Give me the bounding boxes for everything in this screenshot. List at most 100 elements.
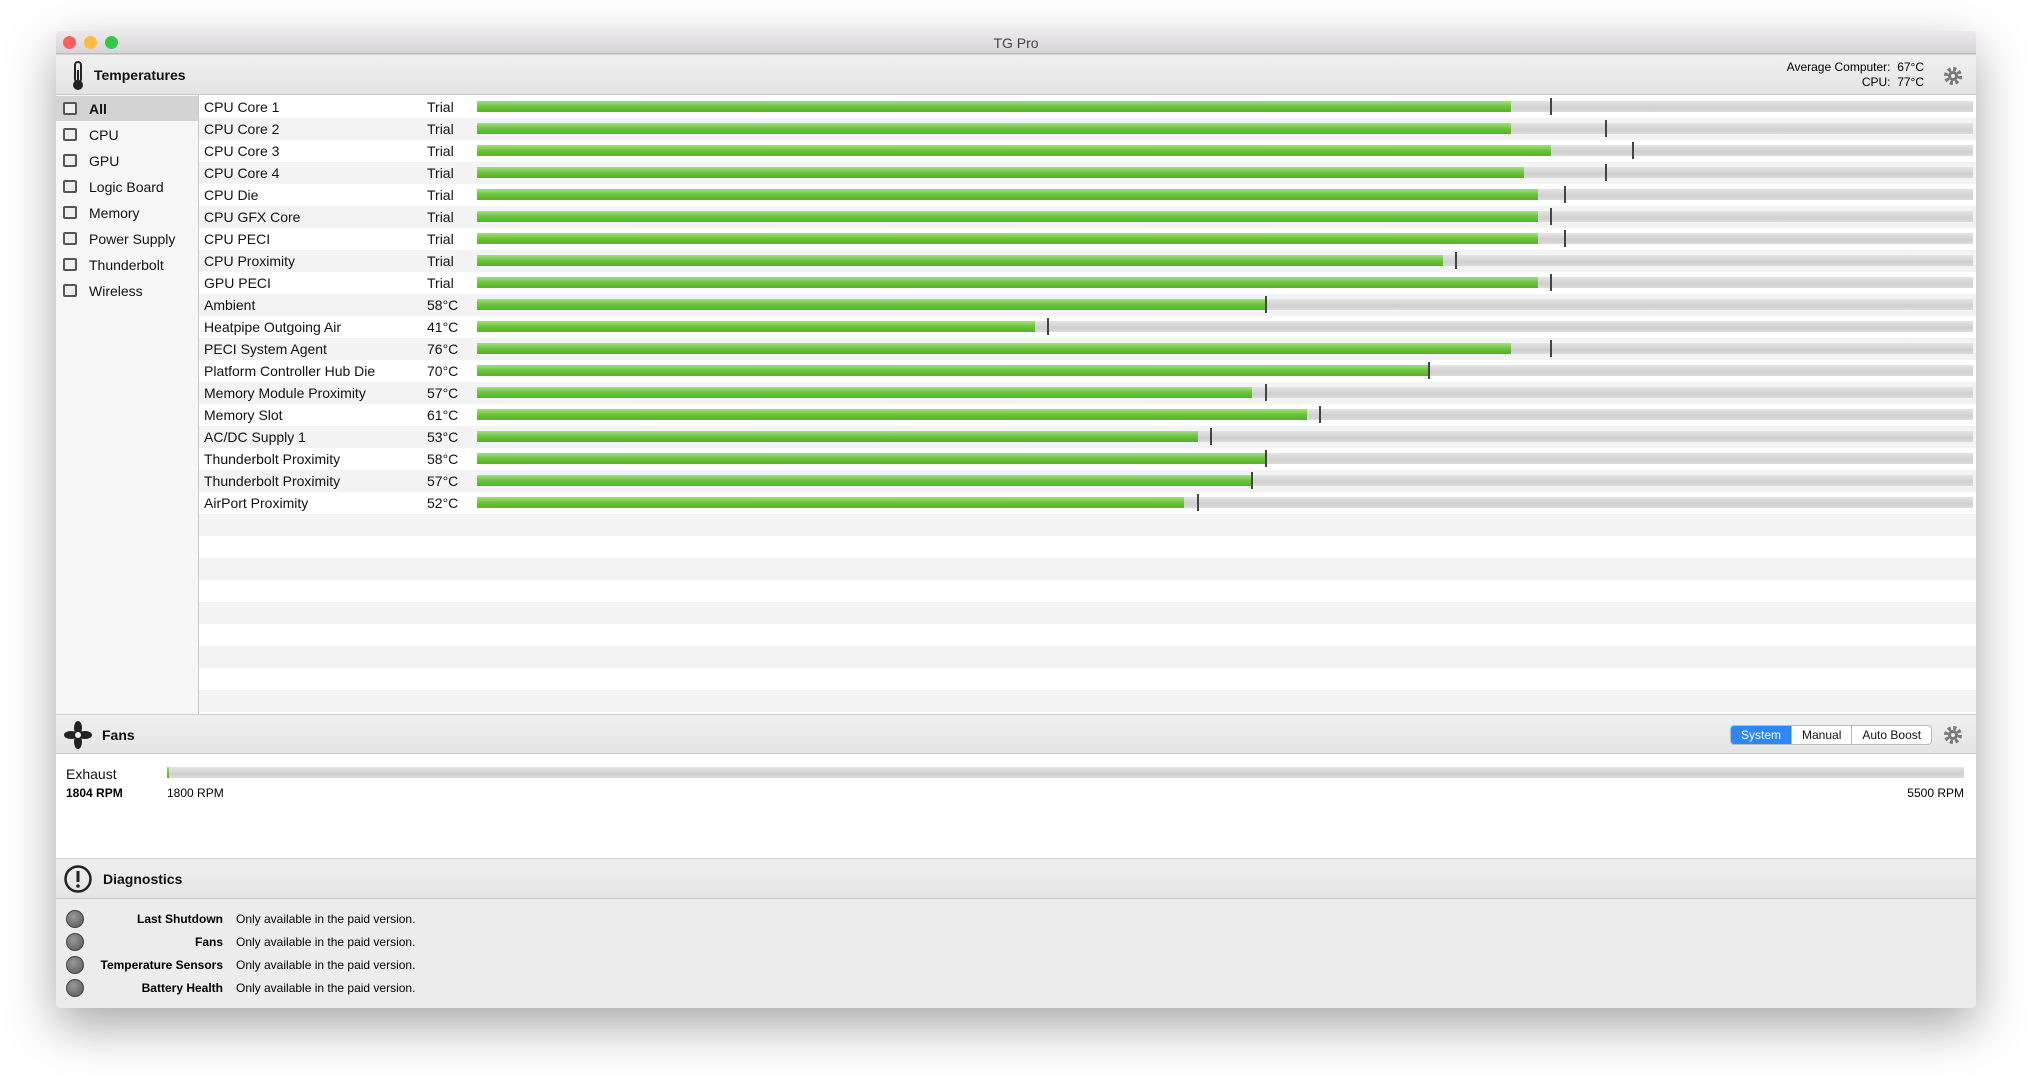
sidebar-item[interactable]: Wireless	[56, 278, 198, 303]
category-icon	[63, 102, 77, 115]
max-marker	[1550, 340, 1553, 357]
max-marker	[1428, 362, 1430, 379]
sensor-name: CPU Core 4	[204, 165, 280, 181]
max-marker	[1550, 208, 1553, 225]
temperature-bar	[477, 299, 1266, 310]
temperature-bar	[477, 365, 1429, 376]
diagnostic-status: Only available in the paid version.	[236, 958, 416, 972]
sidebar-item[interactable]: Thunderbolt	[56, 252, 198, 277]
sensor-reading: Trial	[427, 165, 454, 181]
temperatures-header: Temperatures Average Computer: 67°C CPU:…	[56, 54, 1976, 95]
sensor-name: CPU Proximity	[204, 253, 296, 269]
category-label: Thunderbolt	[89, 257, 164, 273]
bar-track	[477, 497, 1973, 508]
empty-row	[199, 536, 1976, 558]
max-marker	[1047, 318, 1050, 335]
diagnostic-status: Only available in the paid version.	[236, 935, 416, 949]
category-label: Wireless	[89, 283, 143, 299]
close-button[interactable]	[63, 36, 76, 49]
bar-track	[477, 431, 1973, 442]
diagnostic-label: Fans	[194, 935, 223, 949]
temperature-bar	[477, 277, 1538, 288]
empty-row	[199, 558, 1976, 580]
sensor-reading: Trial	[427, 275, 454, 291]
minimize-button[interactable]	[84, 36, 97, 49]
sensor-reading: Trial	[427, 253, 454, 269]
category-icon	[63, 180, 77, 193]
max-marker	[1604, 120, 1607, 137]
sensor-name: AirPort Proximity	[204, 495, 309, 511]
max-marker	[1564, 230, 1566, 247]
category-label: All	[89, 101, 107, 117]
max-marker	[1264, 384, 1267, 401]
sidebar-item[interactable]: All	[56, 96, 198, 121]
fans-header: Fans System Manual Auto Boost	[56, 714, 1976, 754]
mode-button[interactable]: System	[1731, 726, 1792, 744]
app-window: TG Pro Temperatures Average Computer: 67…	[56, 31, 1976, 1008]
sensor-name: CPU Die	[204, 187, 259, 203]
sidebar-item[interactable]: CPU	[56, 122, 198, 147]
temperature-bar	[477, 255, 1443, 266]
sidebar-item[interactable]: Power Supply	[56, 226, 198, 251]
window-title: TG Pro	[993, 35, 1039, 51]
status-light	[66, 956, 84, 974]
sensor-row: CPU Core 1 Trial	[199, 96, 1976, 118]
fan-settings-gear[interactable]	[1942, 724, 1964, 746]
diagnostic-status: Only available in the paid version.	[236, 981, 416, 995]
temperature-bar	[477, 101, 1511, 112]
sidebar-item[interactable]: Memory	[56, 200, 198, 225]
fan-max: 5500 RPM	[1907, 786, 1964, 800]
fan-track	[167, 767, 1964, 778]
fans-panel: Exhaust 1804 RPM 1800 RPM 5500 RPM	[56, 754, 1976, 858]
sensor-row: CPU Core 2 Trial	[199, 118, 1976, 140]
temperature-bar	[477, 453, 1266, 464]
sidebar-item[interactable]: Logic Board	[56, 174, 198, 199]
cpu-label: CPU:	[1861, 75, 1891, 89]
temperature-bar	[477, 189, 1538, 200]
fan-min: 1800 RPM	[167, 786, 224, 800]
sensor-name: Memory Module Proximity	[204, 385, 366, 401]
summary-row: CPU: 77°C	[1787, 75, 1924, 90]
mode-button[interactable]: Auto Boost	[1851, 726, 1931, 744]
sensor-name: Thunderbolt Proximity	[204, 473, 341, 489]
diagnostic-label: Temperature Sensors	[100, 958, 224, 972]
sensor-reading: Trial	[427, 99, 454, 115]
temperature-bar	[477, 321, 1035, 332]
temperature-bar	[477, 211, 1538, 222]
section-title: Temperatures	[94, 67, 186, 83]
empty-row	[199, 602, 1976, 624]
diagnostic-label: Last Shutdown	[137, 912, 223, 926]
sensor-reading: 61°C	[427, 407, 459, 423]
mode-button[interactable]: Manual	[1791, 726, 1851, 744]
sensor-reading: 53°C	[427, 429, 459, 445]
sensor-reading: 57°C	[427, 473, 459, 489]
sensor-reading: Trial	[427, 209, 454, 225]
diagnostics-icon	[64, 865, 92, 893]
sensor-row: Thunderbolt Proximity 57°C	[199, 470, 1976, 492]
sensor-reading: Trial	[427, 143, 454, 159]
max-marker	[1550, 98, 1553, 115]
settings-gear[interactable]	[1942, 65, 1964, 87]
category-icon	[63, 232, 77, 245]
sensor-reading: 76°C	[427, 341, 459, 357]
sensor-name: CPU Core 3	[204, 143, 280, 159]
max-marker	[1251, 472, 1254, 489]
sensor-name: Thunderbolt Proximity	[204, 451, 341, 467]
sensor-row: Platform Controller Hub Die 70°C	[199, 360, 1976, 382]
empty-row	[199, 514, 1976, 536]
max-marker	[1196, 494, 1199, 511]
category-label: Memory	[89, 205, 140, 221]
sensor-name: CPU PECI	[204, 231, 271, 247]
sensor-name: GPU PECI	[204, 275, 271, 291]
sensor-name: CPU Core 1	[204, 99, 280, 115]
category-label: Power Supply	[89, 231, 176, 247]
sidebar-item[interactable]: GPU	[56, 148, 198, 173]
max-marker	[1564, 186, 1566, 203]
sensor-reading: 57°C	[427, 385, 459, 401]
status-light	[66, 910, 84, 928]
empty-row	[199, 668, 1976, 690]
sensor-row: CPU Proximity Trial	[199, 250, 1976, 272]
sidebar: All CPU GPU Logic Board Memory Power Supply Th…	[56, 95, 199, 714]
zoom-button[interactable]	[105, 36, 118, 49]
